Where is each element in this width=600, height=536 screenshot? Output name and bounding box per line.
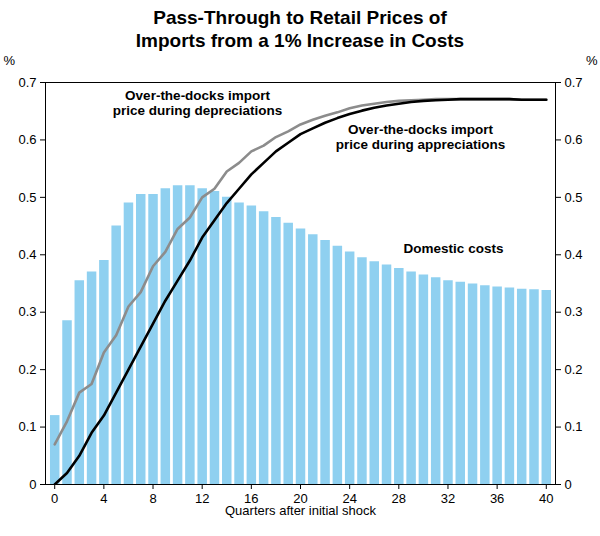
svg-text:0.6: 0.6 xyxy=(565,132,583,147)
svg-text:%: % xyxy=(4,53,16,68)
svg-text:0: 0 xyxy=(51,491,58,506)
svg-text:0.7: 0.7 xyxy=(18,75,36,90)
svg-text:0: 0 xyxy=(29,477,36,492)
svg-text:Over-the-docks importprice dur: Over-the-docks importprice during deprec… xyxy=(113,88,283,119)
svg-text:Over-the-docks importprice dur: Over-the-docks importprice during apprec… xyxy=(336,122,506,153)
svg-text:0.5: 0.5 xyxy=(565,190,583,205)
svg-text:32: 32 xyxy=(441,491,455,506)
svg-text:0.2: 0.2 xyxy=(18,362,36,377)
svg-text:40: 40 xyxy=(539,491,553,506)
svg-text:0.3: 0.3 xyxy=(18,304,36,319)
html-text:Pass-Through to Retail Prices: Pass-Through to Retail Prices of Imports… xyxy=(135,7,465,51)
svg-text:12: 12 xyxy=(195,491,209,506)
svg-text:28: 28 xyxy=(392,491,406,506)
svg-text:0.5: 0.5 xyxy=(18,190,36,205)
svg-text:0.2: 0.2 xyxy=(565,362,583,377)
svg-text:0.7: 0.7 xyxy=(565,75,583,90)
svg-text:0.4: 0.4 xyxy=(18,247,36,262)
svg-text:0: 0 xyxy=(565,477,572,492)
svg-text:%: % xyxy=(586,53,598,68)
svg-text:24: 24 xyxy=(342,490,357,506)
svg-text:Quarters after initial shock: Quarters after initial shock xyxy=(225,503,377,518)
svg-text:8: 8 xyxy=(149,491,156,506)
svg-text:Domestic costs: Domestic costs xyxy=(404,241,504,256)
svg-text:4: 4 xyxy=(100,491,107,506)
svg-text:16: 16 xyxy=(244,490,259,506)
svg-text:0.1: 0.1 xyxy=(565,419,583,434)
svg-text:36: 36 xyxy=(490,491,504,506)
svg-text:0.6: 0.6 xyxy=(18,132,36,147)
svg-text:0.3: 0.3 xyxy=(565,304,583,319)
svg-text:20: 20 xyxy=(293,490,308,506)
svg-text:0.1: 0.1 xyxy=(18,419,36,434)
svg-text:0.4: 0.4 xyxy=(565,247,583,262)
